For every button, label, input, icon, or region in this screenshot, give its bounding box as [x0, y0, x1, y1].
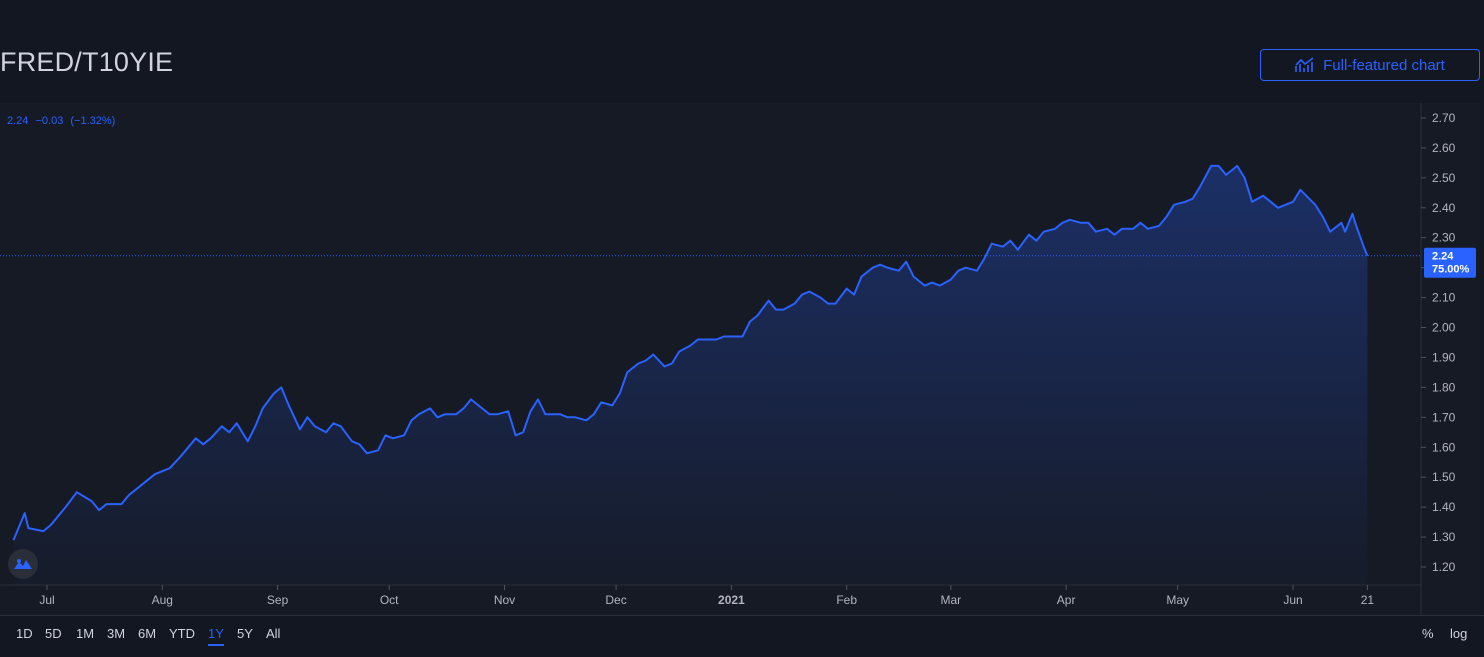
series-line — [12, 164, 1369, 541]
price-chart[interactable]: 2.702.602.502.402.302.202.102.001.901.80… — [0, 103, 1480, 615]
legend-change: −0.03 — [35, 115, 64, 127]
percent-scale-toggle[interactable]: % — [1422, 626, 1434, 641]
x-tick-label: Feb — [836, 593, 857, 607]
legend-readout: 2.24 −0.03 (−1.32%) — [7, 115, 119, 127]
y-tick-label: 1.60 — [1432, 440, 1456, 454]
range-3m-button[interactable]: 3M — [107, 626, 126, 641]
chart-pane[interactable]: 2.702.602.502.402.302.202.102.001.901.80… — [0, 103, 1480, 615]
full-featured-chart-button[interactable]: Full-featured chart — [1260, 49, 1480, 81]
tradingview-logo-icon — [14, 559, 32, 569]
y-tick-label: 2.50 — [1432, 171, 1456, 185]
x-tick-label: 21 — [1361, 593, 1375, 607]
x-tick-label: Oct — [380, 593, 399, 607]
last-price-label — [1424, 247, 1476, 278]
x-tick-label: Apr — [1057, 593, 1076, 607]
y-tick-label: 1.20 — [1432, 560, 1456, 574]
x-tick-label: Nov — [494, 593, 515, 607]
y-tick-label: 2.70 — [1432, 111, 1456, 125]
tradingview-logo[interactable] — [8, 549, 38, 579]
last-price-value: 2.24 — [1432, 251, 1454, 263]
range-all-button[interactable]: All — [266, 626, 281, 641]
range-5y-button[interactable]: 5Y — [237, 626, 253, 641]
range-1d-button[interactable]: 1D — [16, 626, 33, 641]
y-tick-label: 2.10 — [1432, 291, 1456, 305]
legend-change-pct: (−1.32%) — [70, 115, 116, 127]
full-featured-chart-label: Full-featured chart — [1323, 56, 1445, 74]
x-tick-label: Jun — [1283, 593, 1302, 607]
range-6m-button[interactable]: 6M — [138, 626, 157, 641]
y-tick-label: 1.30 — [1432, 530, 1456, 544]
x-tick-label: Dec — [605, 593, 626, 607]
range-5d-button[interactable]: 5D — [45, 626, 62, 641]
last-price-percent: 75.00% — [1432, 264, 1470, 276]
y-tick-label: 2.30 — [1432, 231, 1456, 245]
y-tick-label: 2.40 — [1432, 201, 1456, 215]
y-tick-label: 2.00 — [1432, 321, 1456, 335]
log-scale-toggle[interactable]: log — [1450, 626, 1468, 641]
range-1m-button[interactable]: 1M — [76, 626, 95, 641]
y-tick-label: 1.50 — [1432, 470, 1456, 484]
y-tick-label: 1.90 — [1432, 350, 1456, 364]
symbol-title: FRED/T10YIE — [0, 47, 174, 77]
y-tick-label: 1.70 — [1432, 410, 1456, 424]
legend-last-value: 2.24 — [7, 115, 29, 127]
bottom-toolbar: 1D 5D 1M 3M 6M YTD 1Y 5Y All % log — [0, 615, 1484, 657]
series-area-fill — [13, 165, 1368, 585]
x-tick-label: 2021 — [718, 593, 745, 607]
y-tick-label: 1.40 — [1432, 500, 1456, 514]
chart-line-icon — [1295, 57, 1314, 72]
range-ytd-button[interactable]: YTD — [169, 626, 195, 641]
x-tick-label: Mar — [940, 593, 961, 607]
range-1y-button[interactable]: 1Y — [208, 626, 224, 646]
y-tick-label: 2.60 — [1432, 141, 1456, 155]
x-tick-label: Aug — [152, 593, 173, 607]
y-tick-label: 1.80 — [1432, 380, 1456, 394]
x-tick-label: Sep — [267, 593, 289, 607]
x-tick-label: May — [1166, 593, 1189, 607]
x-tick-label: Jul — [39, 593, 54, 607]
